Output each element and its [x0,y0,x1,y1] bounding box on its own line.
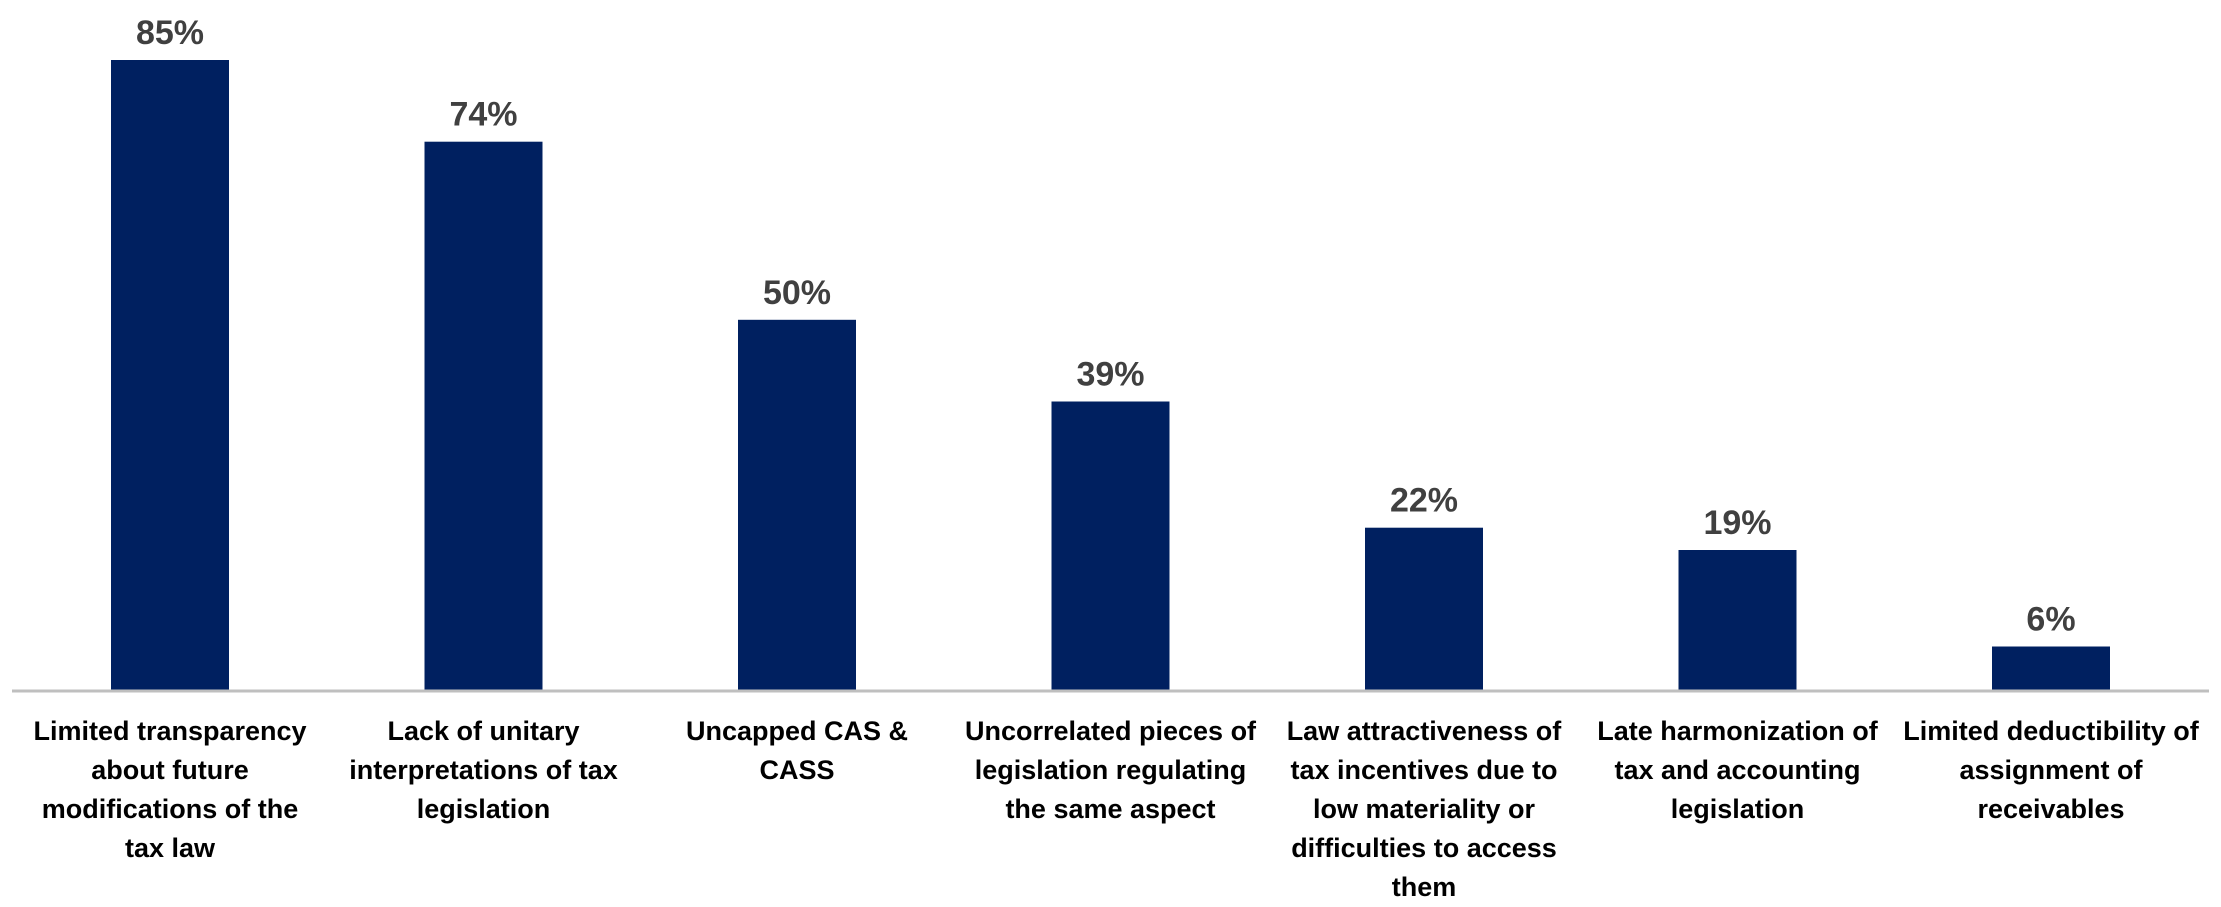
bars-group [111,60,2110,691]
bar-7 [1992,646,2110,691]
bar-2 [424,141,543,691]
data-label-2: 74% [449,96,517,134]
bar-4 [1051,401,1170,691]
bar-1 [111,60,229,691]
bar-6 [1678,550,1797,691]
data-label-7: 6% [2026,601,2075,639]
bar-5 [1365,527,1483,691]
data-label-3: 50% [763,274,831,312]
data-label-4: 39% [1076,356,1144,394]
data-label-1: 85% [136,14,204,52]
data-label-6: 19% [1703,504,1771,542]
data-labels-group: 85% 74% 50% 39% 22% 19% 6% [136,14,2076,639]
data-label-5: 22% [1390,482,1458,520]
bar-3 [738,319,856,691]
